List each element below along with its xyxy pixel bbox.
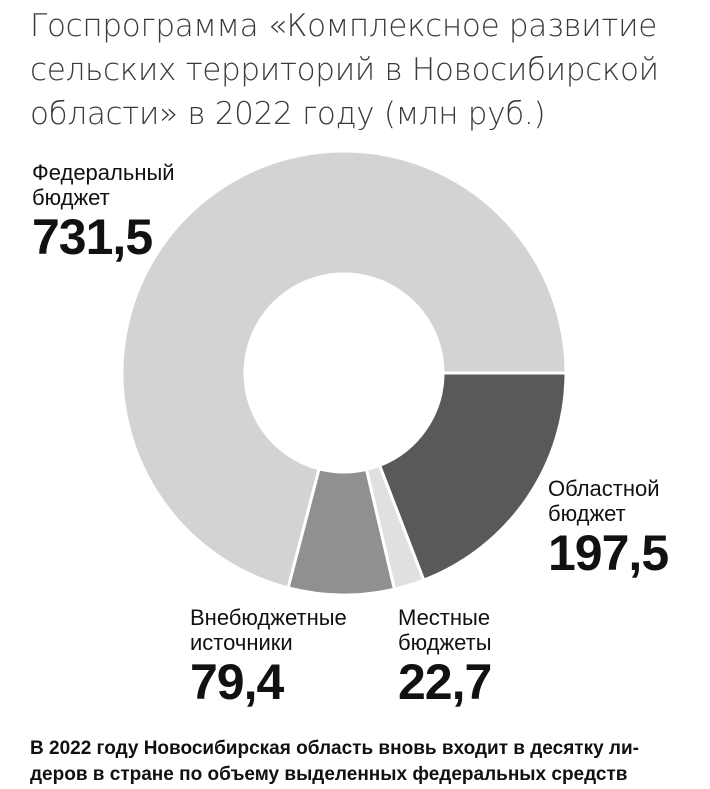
slice-label-name: Областной бюджет	[548, 476, 668, 526]
slice-value-label: 197,5	[548, 525, 669, 581]
slice-label-name-line: бюджет	[548, 501, 626, 526]
donut-slice-0	[378, 371, 568, 582]
chart-footnote-line: деров в стране по объему выделенных феде…	[30, 764, 628, 785]
slice-label-name: Местные бюджеты	[398, 605, 492, 655]
chart-footnote: В 2022 году Новосибирская область вновь …	[30, 736, 700, 788]
slice-label-name-line: Местные	[398, 605, 491, 630]
slice-label-name-line: бюджет	[32, 185, 110, 210]
slice-value-label: 79,4	[190, 654, 284, 710]
chart-footnote-line: В 2022 году Новосибирская область вновь …	[30, 738, 640, 759]
chart-title: Госпрограмма «Комплексное развитие сельс…	[30, 4, 690, 136]
slice-label-extra-budgetary: Внебюджетные источники 79,4	[190, 605, 347, 709]
slice-value-label: 22,7	[398, 654, 492, 710]
slice-label-name-line: источники	[190, 630, 293, 655]
chart-title-line: области» в 2022 году (млн руб.)	[30, 96, 546, 132]
donut-slice-3	[120, 149, 568, 590]
slice-label-name-line: Областной	[548, 476, 660, 501]
slice-value-label: 731,5	[32, 209, 153, 265]
chart-title-line: сельских территорий в Новосибирской	[30, 52, 659, 88]
slice-label-regional-budget: Областной бюджет 197,5	[548, 476, 669, 581]
slice-label-name-line: Внебюджетные	[190, 605, 347, 630]
slice-label-local-budgets: Местные бюджеты 22,7	[398, 605, 492, 709]
slice-label-name-line: Федеральный	[32, 160, 175, 185]
donut-slices	[120, 149, 568, 597]
slice-label-federal-budget: Федеральный бюджет 731,5	[32, 160, 175, 264]
slice-label-name-line: бюджеты	[398, 630, 492, 655]
slice-label-name: Федеральный бюджет	[32, 160, 175, 210]
slice-label-name: Внебюджетные источники	[190, 605, 347, 655]
chart-title-line: Госпрограмма «Комплексное развитие	[30, 8, 658, 44]
